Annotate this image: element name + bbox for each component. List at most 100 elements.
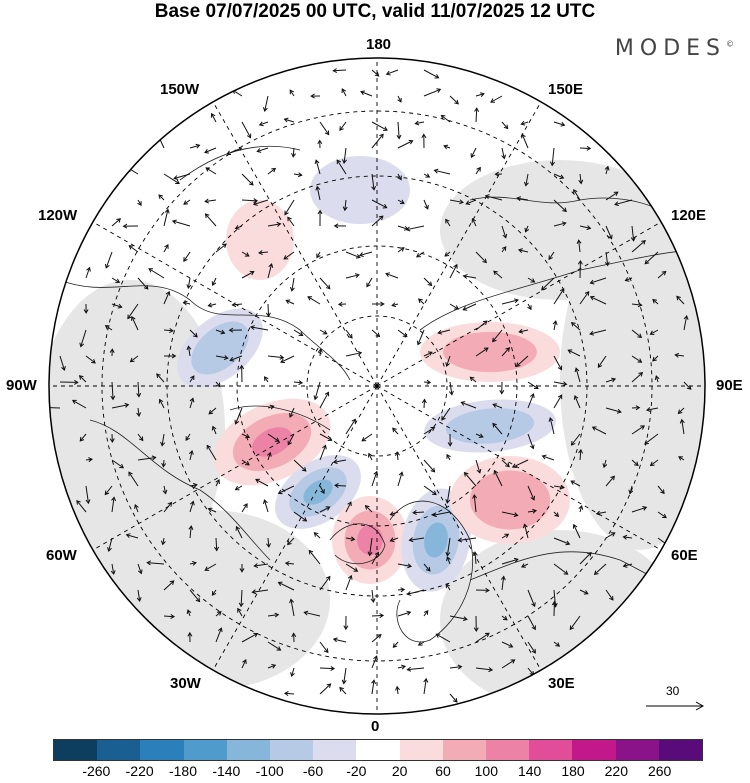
wind-arrow [464, 472, 477, 487]
wind-arrow-head [188, 525, 194, 530]
wind-arrow [371, 552, 379, 565]
wind-arrow [396, 686, 399, 695]
wind-arrow-head [276, 221, 282, 227]
wind-arrow [371, 199, 387, 209]
wind-arrow-head [417, 641, 423, 646]
wind-arrow [187, 346, 191, 357]
wind-arrow [241, 633, 258, 643]
wind-arrow [304, 611, 321, 617]
wind-arrow-head [45, 406, 48, 410]
wind-arrow-head [379, 133, 384, 139]
wind-arrow-head [474, 107, 480, 112]
wind-arrow-head [559, 174, 565, 180]
wind-arrow-head [322, 330, 328, 335]
wind-arrow-head [341, 159, 347, 165]
wind-arrow-head [531, 648, 536, 654]
wind-arrow-head [265, 312, 271, 318]
wind-arrow [339, 687, 347, 695]
wind-arrow-head [483, 347, 489, 352]
wind-arrow-head [122, 223, 128, 229]
wind-arrow-head [424, 204, 429, 210]
wind-arrow [592, 426, 607, 435]
wind-arrow-head [171, 353, 177, 359]
wind-arrow [423, 610, 429, 617]
wind-arrow-head [355, 254, 361, 259]
wind-arrow [319, 277, 331, 290]
wind-arrow [183, 199, 191, 205]
wind-arrow [371, 680, 375, 695]
wind-arrow-head [644, 440, 649, 445]
wind-arrow [293, 329, 303, 336]
wind-arrow [211, 589, 217, 596]
colorbar-tick-label: -220 [125, 763, 154, 779]
wind-arrow [105, 325, 113, 331]
wind-arrow-head [128, 245, 134, 250]
wind-arrow [521, 134, 529, 149]
wind-arrow-head [677, 409, 683, 415]
wind-arrow-head [479, 92, 485, 97]
colorbar-swatch [658, 740, 703, 760]
wind-arrow-head [366, 282, 371, 288]
wind-arrow [308, 550, 321, 565]
wind-arrow-head [289, 89, 295, 95]
wind-arrow-head [186, 284, 192, 290]
wind-arrow [527, 589, 536, 607]
wind-arrow-head [448, 390, 454, 396]
wind-arrow [189, 589, 200, 602]
graticule [49, 58, 705, 714]
wind-arrow [521, 121, 529, 125]
wind-arrow [137, 563, 142, 574]
wind-arrow-head [326, 683, 332, 689]
wind-arrow [418, 641, 425, 646]
wind-arrow [501, 299, 519, 305]
wind-arrow [631, 372, 643, 383]
wind-arrow [396, 452, 399, 461]
wind-arrow [652, 355, 659, 362]
wind-arrow [264, 95, 269, 112]
wind-arrow [215, 243, 227, 253]
colorbar-tick-label: 20 [391, 763, 408, 779]
wind-arrow [241, 459, 250, 466]
wind-arrow-head [649, 330, 655, 335]
colorbar-swatch [226, 740, 271, 760]
wind-arrow-head [371, 679, 377, 685]
wind-arrow-head [211, 591, 217, 596]
wind-arrow [183, 251, 191, 262]
wind-arrow-head [557, 394, 563, 400]
wind-arrow-head [76, 499, 81, 505]
wind-arrow [345, 501, 352, 513]
wind-arrow [579, 225, 591, 229]
wind-arrow [189, 375, 195, 383]
wind-arrow [314, 381, 321, 400]
wind-arrow-head [302, 517, 308, 522]
wind-arrow-head [406, 610, 412, 616]
wind-arrow [280, 355, 295, 363]
wind-arrow-head [645, 407, 651, 413]
wind-arrow [553, 288, 565, 305]
wind-arrow-head [494, 171, 500, 177]
wind-arrow-head [137, 201, 142, 206]
colorbar-tick-label: -140 [212, 763, 241, 779]
wind-arrow-head [637, 302, 643, 308]
wind-arrow [527, 303, 532, 310]
wind-arrow [287, 433, 295, 445]
wind-arrow-head [589, 295, 595, 301]
brand-logo: MODES© [614, 36, 734, 61]
wind-arrow-head [522, 523, 528, 529]
wind-arrow-head [570, 321, 576, 327]
wind-arrow [189, 501, 194, 513]
wind-arrow [267, 537, 270, 547]
wind-arrow [553, 222, 566, 227]
wind-arrow-head [569, 625, 575, 631]
wind-arrow-head [127, 314, 132, 320]
wind-arrow [407, 667, 425, 671]
wind-arrow-head [385, 272, 391, 277]
wind-arrow [189, 329, 198, 338]
wind-arrow [371, 614, 384, 617]
wind-arrow [393, 641, 399, 648]
wind-arrow [156, 373, 165, 383]
wind-arrow-head [423, 677, 429, 683]
wind-arrow-head [610, 475, 615, 481]
wind-arrow [137, 199, 142, 206]
wind-arrow [252, 589, 269, 593]
